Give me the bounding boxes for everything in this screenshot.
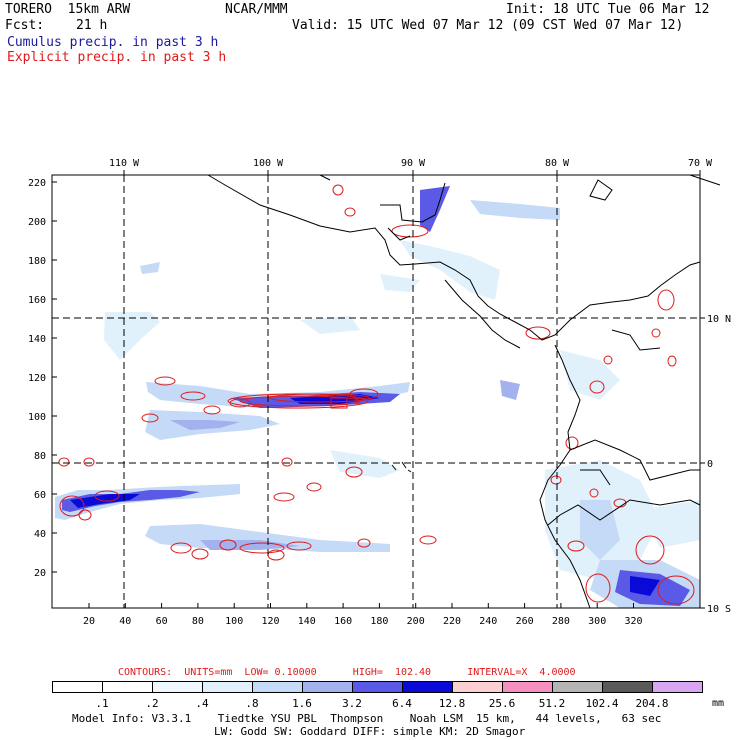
model-title: TORERO 15km ARW xyxy=(5,2,131,17)
lon-label: 80 W xyxy=(545,158,570,169)
x-tick-label: 280 xyxy=(552,616,570,627)
model-info-physics: LW: Godd SW: Goddard DIFF: simple KM: 2D… xyxy=(214,725,526,738)
y-tick-label: 120 xyxy=(28,373,46,384)
colorbar-label: .1 xyxy=(95,697,109,710)
y-tick-label: 180 xyxy=(28,256,46,267)
lon-label: 100 W xyxy=(253,158,284,169)
x-tick-label: 260 xyxy=(516,616,534,627)
valid-time: Valid: 15 UTC Wed 07 Mar 12 (09 CST Wed … xyxy=(292,18,684,33)
colorbar-swatch xyxy=(602,681,653,693)
coastlines xyxy=(207,174,721,609)
x-tick-label: 140 xyxy=(298,616,316,627)
colorbar-label: 12.8 xyxy=(438,697,466,710)
colorbar-swatch xyxy=(152,681,203,693)
colorbar-label: .4 xyxy=(195,697,209,710)
fcst-label: Fcst: xyxy=(5,18,45,33)
x-tick-label: 100 xyxy=(225,616,243,627)
lat-label: 10 N xyxy=(707,314,731,325)
y-tick-label: 60 xyxy=(34,490,46,501)
colorbar-label: 6.4 xyxy=(392,697,412,710)
x-tick-label: 40 xyxy=(119,616,131,627)
map-frame xyxy=(51,174,701,609)
fcst-value: 21 h xyxy=(76,18,108,33)
colorbar-swatch xyxy=(202,681,253,693)
x-tick-label: 180 xyxy=(370,616,388,627)
cumulus-precip-areas xyxy=(55,186,700,608)
colorbar-swatch xyxy=(352,681,403,693)
colorbar-swatch xyxy=(252,681,303,693)
contours-info: CONTOURS: UNITS=mm LOW= 0.10000 HIGH= 10… xyxy=(118,667,576,678)
colorbar-label: 51.2 xyxy=(538,697,566,710)
x-tick-label: 220 xyxy=(443,616,461,627)
colorbar-swatch xyxy=(102,681,153,693)
init-time: Init: 18 UTC Tue 06 Mar 12 xyxy=(506,2,710,17)
colorbar-label: 102.4 xyxy=(585,697,619,710)
colorbar-label: .2 xyxy=(145,697,159,710)
y-tick-label: 80 xyxy=(34,451,46,462)
x-tick-label: 60 xyxy=(156,616,168,627)
lon-label: 110 W xyxy=(109,158,140,169)
x-tick-label: 160 xyxy=(334,616,352,627)
explicit-precip-contours xyxy=(58,184,695,605)
y-tick-label: 140 xyxy=(28,334,46,345)
x-tick-label: 120 xyxy=(261,616,279,627)
colorbar-label: 204.8 xyxy=(635,697,669,710)
axis-labels: 110 W 100 W 90 W 80 W 70 W 10 N 0 10 S 220 200 180… xyxy=(28,158,731,627)
field-cumulus-label: Cumulus precip. in past 3 h xyxy=(7,35,219,50)
model-info: Model Info: V3.3.1 Tiedtke YSU PBL Thomp… xyxy=(72,712,662,725)
colorbar-units: mm xyxy=(712,698,725,709)
x-tick-label: 80 xyxy=(192,616,204,627)
x-tick-label: 20 xyxy=(83,616,95,627)
colorbar-label: 25.6 xyxy=(488,697,516,710)
colorbar-swatch xyxy=(552,681,603,693)
org-name: NCAR/MMM xyxy=(225,2,288,17)
x-tick-label: 320 xyxy=(624,616,642,627)
colorbar-swatch xyxy=(452,681,503,693)
y-tick-label: 220 xyxy=(28,178,46,189)
lat-label: 10 S xyxy=(707,604,731,615)
colorbar-label: .8 xyxy=(245,697,259,710)
colorbar-swatch xyxy=(302,681,353,693)
colorbar-swatch xyxy=(502,681,553,693)
x-tick-label: 300 xyxy=(588,616,606,627)
lon-label: 90 W xyxy=(401,158,426,169)
colorbar-label: 3.2 xyxy=(342,697,362,710)
colorbar-swatch xyxy=(652,681,703,693)
colorbar-swatch xyxy=(402,681,453,693)
field-explicit-label: Explicit precip. in past 3 h xyxy=(7,50,227,65)
x-tick-label: 240 xyxy=(479,616,497,627)
y-tick-label: 200 xyxy=(28,217,46,228)
y-tick-label: 20 xyxy=(34,568,46,579)
lon-label: 70 W xyxy=(688,158,713,169)
latlon-grid xyxy=(52,175,700,608)
x-tick-label: 200 xyxy=(407,616,425,627)
lat-label: 0 xyxy=(707,459,713,470)
axis-ticks xyxy=(52,170,705,609)
colorbar-label: 1.6 xyxy=(292,697,312,710)
y-tick-label: 40 xyxy=(34,529,46,540)
colorbar-swatch xyxy=(52,681,103,693)
y-tick-label: 160 xyxy=(28,295,46,306)
y-tick-label: 100 xyxy=(28,412,46,423)
